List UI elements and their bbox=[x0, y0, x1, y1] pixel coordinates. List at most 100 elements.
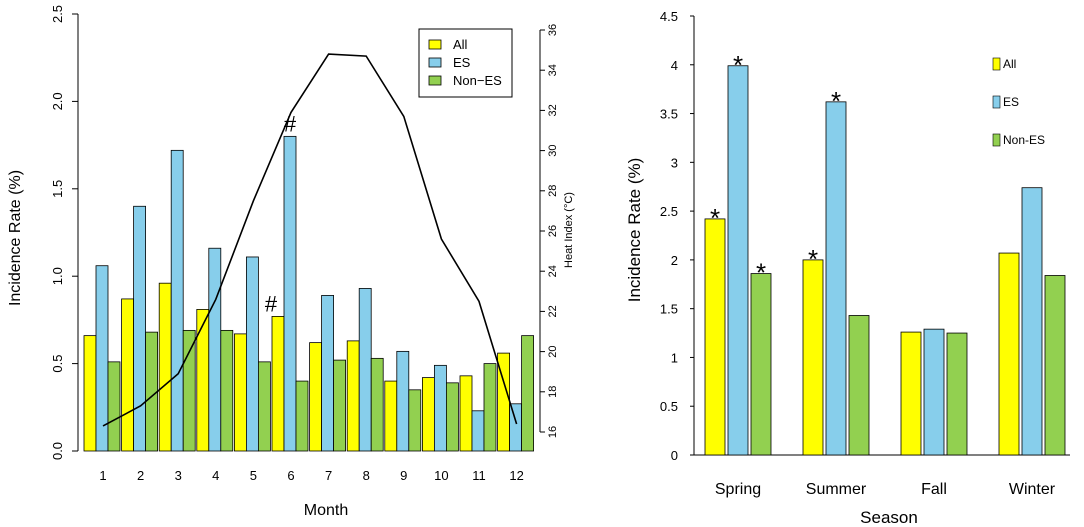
season-y-tick-label: 4.5 bbox=[660, 9, 678, 24]
bar-non-es-month-6 bbox=[295, 380, 309, 452]
right-y-tick-label: 18 bbox=[547, 386, 559, 398]
bar-all-fall bbox=[900, 331, 922, 456]
season-legend-label-all: All bbox=[1003, 57, 1016, 71]
bar-es-fall bbox=[923, 328, 945, 456]
season-annotation-es: * bbox=[831, 86, 841, 116]
right-y-axis-label: Heat Index (°C) bbox=[563, 192, 575, 268]
left-y-tick-label: 2.0 bbox=[50, 92, 65, 110]
season-y-tick-label: 3.5 bbox=[660, 107, 678, 122]
left-y-tick-label: 2.5 bbox=[50, 5, 65, 23]
bar-all-month-9 bbox=[384, 380, 398, 452]
left-x-tick-label: 3 bbox=[175, 468, 182, 483]
left-legend-swatch-all bbox=[428, 39, 442, 50]
left-legend: All ES Non−ES bbox=[418, 28, 513, 98]
monthly-incidence-chart: 0.00.51.01.52.02.5 161820222426283032343… bbox=[7, 5, 575, 519]
left-x-tick-label: 7 bbox=[325, 468, 332, 483]
right-y-tick-label: 26 bbox=[547, 225, 559, 237]
left-legend-label-es: ES bbox=[453, 55, 471, 70]
season-y-tick-label: 3 bbox=[671, 155, 678, 170]
left-legend-swatch-es bbox=[428, 57, 442, 68]
season-y-tick-label: 4 bbox=[671, 58, 678, 73]
season-x-tick-label: Winter bbox=[1009, 481, 1056, 498]
bar-all-spring bbox=[704, 218, 726, 456]
right-y-tick-label: 24 bbox=[547, 265, 559, 277]
season-annotation-es: * bbox=[733, 50, 743, 80]
season-y-axis-label: Incidence Rate (%) bbox=[625, 158, 644, 303]
season-legend-label-non-es: Non-ES bbox=[1003, 133, 1045, 147]
left-x-tick-label: 12 bbox=[509, 468, 523, 483]
bar-non-es-fall bbox=[946, 332, 968, 456]
season-x-tick-label: Fall bbox=[921, 481, 947, 498]
right-y-tick-label: 36 bbox=[547, 24, 559, 36]
season-legend-swatch-non-es bbox=[992, 133, 1001, 147]
bar-es-month-7 bbox=[321, 295, 335, 452]
season-annotation-all: * bbox=[808, 244, 818, 274]
left-x-tick-label: 10 bbox=[434, 468, 448, 483]
bar-es-month-12 bbox=[509, 403, 523, 452]
left-x-tick-label: 5 bbox=[250, 468, 257, 483]
left-annotation-es: # bbox=[284, 111, 297, 136]
bar-es-month-6 bbox=[283, 135, 297, 452]
left-annotation-all: # bbox=[265, 291, 278, 316]
bar-non-es-month-10 bbox=[445, 382, 459, 452]
bar-es-month-9 bbox=[396, 350, 410, 452]
left-x-axis-label: Month bbox=[304, 502, 348, 519]
season-x-axis-label: Season bbox=[860, 508, 918, 527]
seasonal-incidence-chart: 0 0.5 1 1.5 2 2.5 3 3.5 4 4.5 Spring Summer Fall Win… bbox=[625, 9, 1070, 527]
bar-es-summer bbox=[825, 101, 847, 456]
bar-all-month-3 bbox=[158, 282, 172, 452]
season-y-tick-label: 2 bbox=[671, 253, 678, 268]
bar-all-month-1 bbox=[83, 335, 97, 452]
bar-es-month-5 bbox=[245, 256, 259, 452]
bar-all-month-6 bbox=[271, 316, 285, 452]
bar-all-month-5 bbox=[233, 333, 247, 452]
bar-es-spring bbox=[727, 65, 749, 456]
bar-es-month-1 bbox=[95, 265, 109, 452]
season-y-tick-label: 1 bbox=[671, 350, 678, 365]
left-x-tick-label: 1 bbox=[99, 468, 106, 483]
bar-all-winter bbox=[998, 252, 1020, 456]
bar-es-month-10 bbox=[433, 364, 447, 452]
season-legend-swatch-es bbox=[992, 95, 1001, 109]
bar-es-month-11 bbox=[471, 410, 485, 452]
bar-es-month-4 bbox=[208, 247, 222, 452]
bar-non-es-spring bbox=[750, 273, 772, 456]
season-annotation-non-es: * bbox=[756, 258, 766, 288]
left-x-tick-label: 11 bbox=[472, 468, 486, 483]
right-y-tick-label: 28 bbox=[547, 185, 559, 197]
bar-non-es-month-12 bbox=[521, 335, 534, 452]
left-x-tick-label: 6 bbox=[287, 468, 294, 483]
season-annotation-all: * bbox=[710, 203, 720, 233]
bar-non-es-month-3 bbox=[182, 329, 196, 452]
left-x-tick-label: 4 bbox=[212, 468, 219, 483]
season-x-tick-label: Spring bbox=[715, 481, 761, 498]
right-y-tick-label: 20 bbox=[547, 345, 559, 357]
bar-all-month-10 bbox=[421, 377, 435, 452]
right-y-tick-label: 30 bbox=[547, 144, 559, 156]
bar-non-es-month-11 bbox=[483, 363, 497, 452]
season-y-tick-label: 0.5 bbox=[660, 399, 678, 414]
bar-non-es-winter bbox=[1044, 275, 1066, 456]
left-legend-label-all: All bbox=[453, 37, 468, 52]
left-y-tick-label: 0.0 bbox=[50, 442, 65, 460]
bar-non-es-month-7 bbox=[333, 359, 347, 452]
bar-all-month-8 bbox=[346, 340, 360, 452]
bar-es-month-3 bbox=[170, 149, 184, 452]
season-legend: All ES Non-ES bbox=[992, 57, 1045, 147]
left-y-tick-label: 1.5 bbox=[50, 180, 65, 198]
left-y-tick-label: 1.0 bbox=[50, 267, 65, 285]
bar-es-winter bbox=[1021, 187, 1043, 456]
heat-index-line bbox=[102, 53, 518, 427]
right-y-tick-label: 32 bbox=[547, 104, 559, 116]
left-x-tick-label: 8 bbox=[363, 468, 370, 483]
bar-all-month-11 bbox=[459, 375, 473, 452]
season-legend-swatch-all bbox=[992, 57, 1001, 71]
season-y-tick-label: 2.5 bbox=[660, 204, 678, 219]
right-y-tick-label: 16 bbox=[547, 426, 559, 438]
bar-non-es-month-4 bbox=[220, 329, 234, 452]
bar-non-es-month-9 bbox=[408, 389, 422, 452]
right-y-tick-label: 34 bbox=[547, 64, 559, 76]
bar-es-month-2 bbox=[133, 205, 147, 452]
left-y-tick-label: 0.5 bbox=[50, 355, 65, 373]
season-x-tick-label: Summer bbox=[806, 481, 867, 498]
